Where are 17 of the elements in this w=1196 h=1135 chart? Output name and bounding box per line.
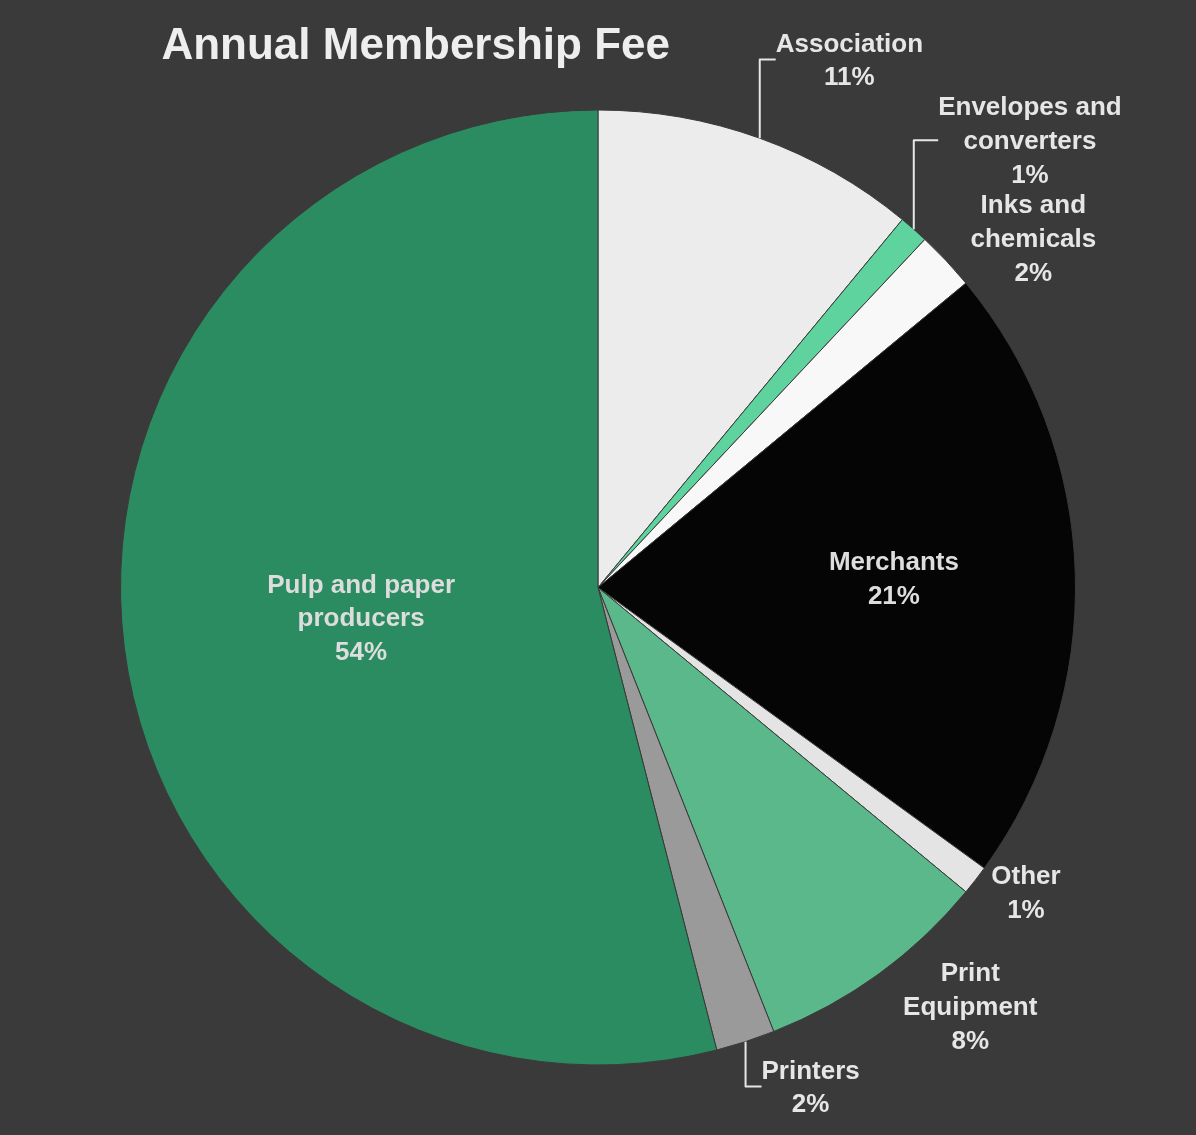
- data-label: 1%: [1011, 158, 1049, 189]
- data-label: 8%: [951, 1024, 990, 1055]
- slice-label: Print Equipment: [903, 956, 1038, 1021]
- data-label: 2%: [1014, 256, 1053, 287]
- chart-title: Annual Membership Fee: [161, 19, 671, 69]
- slice-label: Association: [775, 27, 924, 58]
- slice-label: Pulp and paper producers: [267, 568, 456, 633]
- data-label: 54%: [335, 636, 388, 667]
- data-label: 2%: [791, 1088, 830, 1119]
- slice-label: Printers: [761, 1054, 860, 1085]
- slice-label: Merchants: [828, 546, 959, 577]
- data-label: 11%: [824, 61, 875, 92]
- data-label: 21%: [867, 580, 920, 611]
- data-label: 1%: [1007, 894, 1045, 925]
- slice-label: Other: [991, 860, 1061, 891]
- slice-label: Envelopes and converters: [938, 91, 1122, 156]
- slice-label: Inks and chemicals: [970, 188, 1097, 253]
